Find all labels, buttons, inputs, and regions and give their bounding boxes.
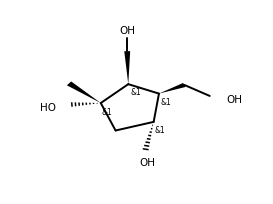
Text: &1: &1 (130, 88, 141, 97)
Text: &1: &1 (161, 98, 171, 106)
Polygon shape (67, 81, 101, 103)
Polygon shape (124, 51, 130, 84)
Text: HO: HO (40, 103, 56, 113)
Text: &1: &1 (102, 108, 112, 117)
Text: OH: OH (227, 95, 243, 105)
Text: &1: &1 (155, 126, 165, 135)
Text: OH: OH (119, 26, 135, 36)
Text: OH: OH (139, 158, 155, 168)
Polygon shape (159, 83, 186, 94)
